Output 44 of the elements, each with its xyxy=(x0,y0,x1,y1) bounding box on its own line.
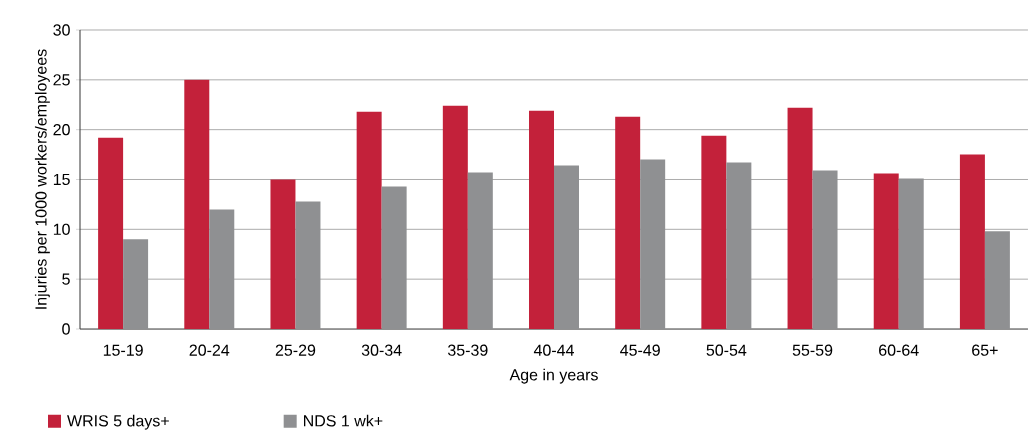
legend-label: WRIS 5 days+ xyxy=(67,414,169,430)
y-axis-title: Injuries per 1000 workers/employees xyxy=(34,49,50,309)
bar xyxy=(529,110,555,329)
bar xyxy=(898,178,924,329)
bar xyxy=(873,173,899,329)
bar xyxy=(615,116,641,329)
bar xyxy=(787,107,813,329)
bar xyxy=(442,105,468,329)
legend-label: NDS 1 wk+ xyxy=(304,414,383,427)
bar xyxy=(295,201,321,329)
y-tick-label: 10 xyxy=(53,223,70,235)
bar xyxy=(726,162,752,329)
y-tick-label: 25 xyxy=(53,74,70,86)
bar xyxy=(812,170,838,329)
x-tick-label: 55-59 xyxy=(792,344,833,356)
x-axis-title: Age in years xyxy=(509,368,598,384)
x-tick-label: 35-39 xyxy=(447,344,488,356)
bar xyxy=(984,231,1010,329)
y-tick-label: 5 xyxy=(62,273,70,285)
y-tick-label: 30 xyxy=(53,24,70,36)
bar xyxy=(98,137,124,329)
bar xyxy=(554,165,579,329)
bar xyxy=(467,172,493,329)
bar xyxy=(959,154,985,329)
bar xyxy=(381,186,407,329)
x-tick-label: 15-19 xyxy=(103,344,143,356)
x-tick-label: 25-29 xyxy=(275,344,316,356)
bar xyxy=(640,159,666,329)
bar xyxy=(701,135,727,329)
bar xyxy=(270,179,296,329)
x-tick-label: 50-54 xyxy=(706,344,747,356)
x-tick-label: 65+ xyxy=(972,344,998,356)
bar xyxy=(184,79,210,329)
x-tick-label: 45-49 xyxy=(620,344,660,356)
x-tick-label: 30-34 xyxy=(361,344,402,356)
x-tick-label: 60-64 xyxy=(879,344,919,356)
bar xyxy=(356,111,382,329)
y-tick-label: 15 xyxy=(53,173,70,186)
bar xyxy=(123,239,149,329)
y-tick-label: 20 xyxy=(53,124,70,136)
x-tick-label: 20-24 xyxy=(189,344,230,356)
x-tick-label: 40-44 xyxy=(533,344,574,356)
bar xyxy=(209,209,235,329)
y-tick-label: 0 xyxy=(62,323,70,335)
